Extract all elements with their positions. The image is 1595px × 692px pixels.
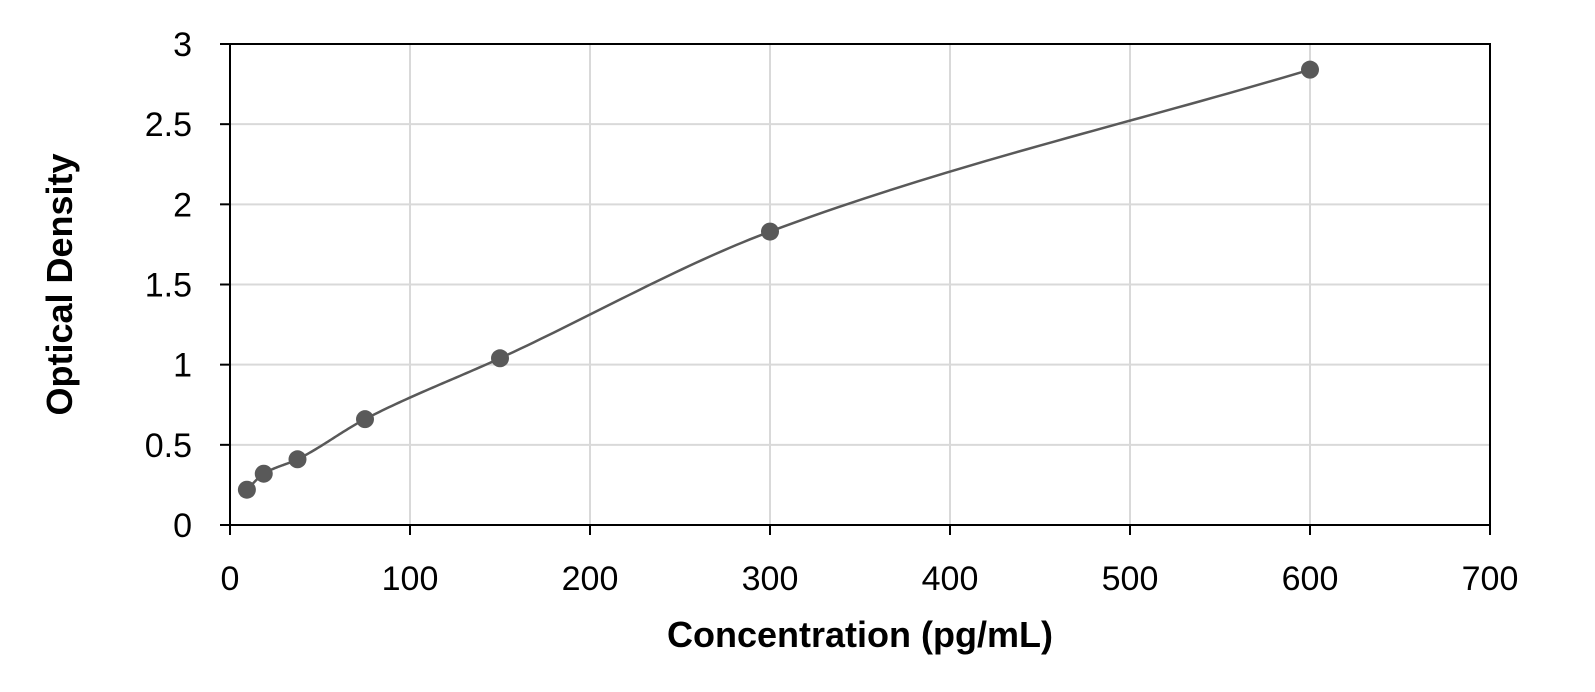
grid-lines (229, 43, 1491, 526)
data-point (254, 464, 273, 483)
x-tick-label: 700 (1462, 560, 1519, 598)
y-tick-label: 1.5 (145, 267, 192, 305)
x-tick-label: 400 (922, 560, 979, 598)
fitted-curve (246, 68, 1311, 491)
data-point (491, 349, 509, 368)
y-tick-label: 0.5 (145, 427, 192, 465)
y-axis-title: Optical Density (39, 153, 80, 415)
x-axis-title: Concentration (pg/mL) (667, 614, 1053, 655)
x-tick-label: 300 (742, 560, 799, 598)
data-point (237, 480, 256, 499)
y-tick-label: 0 (173, 507, 192, 545)
x-tick-label: 600 (1282, 560, 1339, 598)
axis-ticks (220, 43, 1491, 535)
data-point (1301, 60, 1319, 79)
data-point (288, 450, 307, 469)
y-axis-tick-labels: 0 0.5 1 1.5 2 2.5 3 (145, 26, 192, 545)
x-axis-tick-labels: 0 100 200 300 400 500 600 700 (221, 560, 1519, 598)
x-tick-label: 100 (382, 560, 439, 598)
y-tick-label: 2 (173, 186, 192, 224)
x-tick-label: 200 (562, 560, 619, 598)
y-tick-label: 2.5 (145, 106, 192, 144)
x-tick-label: 0 (221, 560, 240, 598)
y-tick-label: 1 (173, 347, 192, 385)
data-points (237, 60, 1319, 499)
y-tick-label: 3 (173, 26, 192, 64)
x-tick-label: 500 (1102, 560, 1159, 598)
data-point (356, 410, 374, 429)
data-point (761, 222, 779, 241)
